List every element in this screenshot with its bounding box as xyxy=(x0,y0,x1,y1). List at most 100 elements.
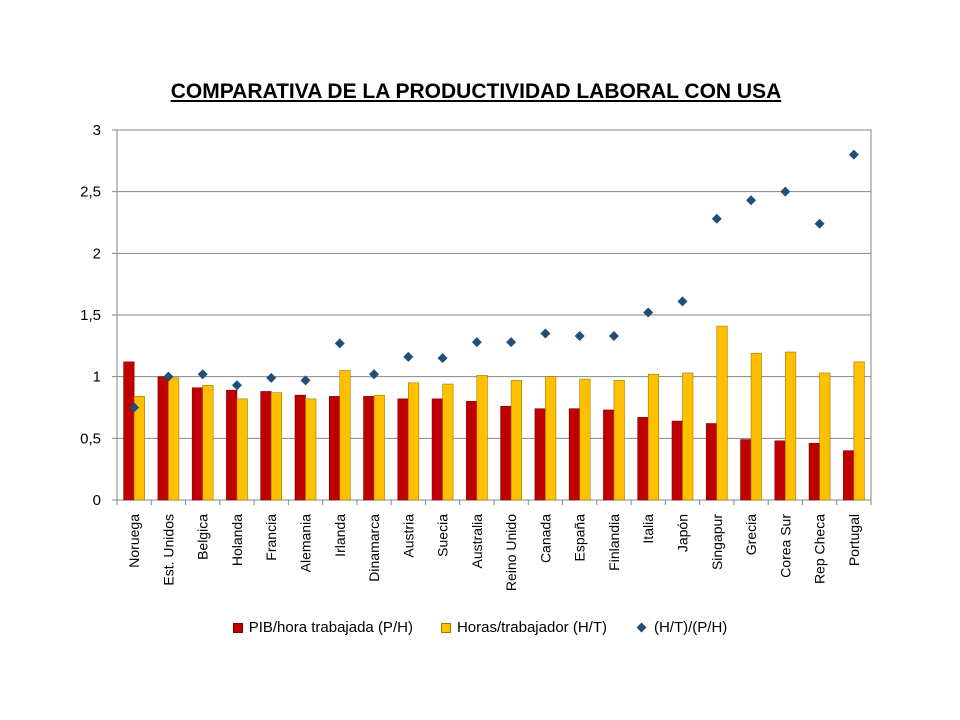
category-label: Reino Unido xyxy=(503,514,519,591)
ratio-marker xyxy=(711,213,722,224)
ratio-marker xyxy=(780,186,791,197)
legend-diamond-icon xyxy=(636,622,647,633)
y-tick-label: 0,5 xyxy=(80,430,101,447)
bar-ph xyxy=(328,396,341,501)
bar-ht xyxy=(682,372,694,501)
bar-ph xyxy=(157,376,169,501)
bar-ph xyxy=(294,394,306,501)
bar-ht xyxy=(545,376,557,501)
legend-item-ratio: (H/T)/(P/H) xyxy=(635,619,727,636)
category-label: Dinamarca xyxy=(366,514,382,582)
ratio-marker xyxy=(848,149,859,160)
axes xyxy=(112,129,872,505)
category-label: Noruega xyxy=(126,514,142,568)
bar-ht xyxy=(133,396,145,501)
bar-ph xyxy=(740,439,752,501)
bar-ph xyxy=(774,440,786,501)
ratio-marker xyxy=(437,353,448,364)
y-tick-label: 1 xyxy=(93,369,101,386)
bar-ph xyxy=(363,396,375,501)
bar-ph xyxy=(568,408,580,501)
category-label: Est. Unidos xyxy=(160,514,176,586)
bar-ht xyxy=(339,370,351,501)
bar-ph xyxy=(603,409,615,501)
chart-title: COMPARATIVA DE LA PRODUCTIVIDAD LABORAL … xyxy=(170,80,782,103)
y-tick-label: 3 xyxy=(93,122,101,139)
bar-series xyxy=(123,325,865,501)
bar-ht xyxy=(202,384,214,501)
bar-ht xyxy=(750,352,762,501)
category-label: España xyxy=(572,514,588,562)
category-label: Portugal xyxy=(846,514,862,566)
legend-item-ht: Horas/trabajador (H/T) xyxy=(440,619,607,636)
bar-ht xyxy=(647,373,660,501)
bar-ph xyxy=(431,398,443,501)
bar-ht xyxy=(819,372,831,501)
category-label: Irlanda xyxy=(332,514,348,557)
ratio-marker xyxy=(334,338,345,349)
bar-ht xyxy=(373,394,385,501)
category-label: Austria xyxy=(400,514,416,558)
bar-ht xyxy=(716,325,728,501)
bar-ph xyxy=(123,361,135,501)
ratio-marker xyxy=(266,372,277,383)
bar-ht xyxy=(236,398,248,501)
bar-ht xyxy=(442,383,454,501)
bar-ph xyxy=(500,405,512,501)
bar-ht xyxy=(476,375,488,501)
ratio-marker xyxy=(163,371,174,382)
bar-ph xyxy=(260,391,272,501)
ratio-marker xyxy=(403,351,414,362)
bar-ph xyxy=(671,420,683,501)
ratio-markers xyxy=(129,149,859,413)
ratio-marker xyxy=(574,330,585,341)
ratio-marker xyxy=(540,328,551,339)
category-label: Corea Sur xyxy=(777,514,793,578)
category-label: Italia xyxy=(640,514,656,544)
legend-label-ht: Horas/trabajador (H/T) xyxy=(456,619,607,636)
category-label: Suecia xyxy=(435,514,451,557)
legend-label-ratio: (H/T)/(P/H) xyxy=(653,619,728,636)
category-label: Holanda xyxy=(229,514,245,566)
ratio-marker xyxy=(643,307,654,318)
bar-ht xyxy=(579,378,591,501)
bar-ph xyxy=(226,389,238,501)
bar-ph xyxy=(705,423,718,501)
axis-labels: 0 0,5 1 1,5 2 2,5 3 Noruega Est. Unidos Belgica Ho… xyxy=(80,122,862,591)
bar-ph xyxy=(637,417,649,501)
legend: PIB/hora trabajada (P/H) Horas/trabajado… xyxy=(0,619,960,636)
bar-ph xyxy=(808,442,820,501)
category-label: Alemania xyxy=(298,514,314,573)
ratio-marker xyxy=(506,337,517,348)
legend-label-ph: PIB/hora trabajada (P/H) xyxy=(248,619,413,636)
ratio-marker xyxy=(471,337,482,348)
bar-ph xyxy=(191,387,203,501)
category-label: Rep Checa xyxy=(812,514,828,584)
category-label: Grecia xyxy=(743,514,759,555)
ratio-marker xyxy=(197,369,208,380)
bar-ht xyxy=(270,392,283,501)
category-label: Japón xyxy=(675,514,691,552)
category-label: Canada xyxy=(537,514,553,563)
bar-ht xyxy=(408,382,420,501)
legend-item-ph: PIB/hora trabajada (P/H) xyxy=(232,619,413,636)
bar-ph xyxy=(397,398,409,501)
bar-ht xyxy=(305,398,317,501)
ratio-marker xyxy=(814,218,825,229)
category-label: Belgica xyxy=(195,514,211,560)
ratio-marker xyxy=(746,195,757,206)
y-tick-label: 1,5 xyxy=(80,307,101,324)
category-label: Singapur xyxy=(709,514,725,570)
ratio-marker xyxy=(677,296,688,307)
bar-ht xyxy=(510,380,522,501)
ratio-marker xyxy=(369,369,380,380)
category-label: Australia xyxy=(469,514,485,569)
y-tick-label: 2 xyxy=(93,245,101,262)
category-label: Francia xyxy=(263,514,279,561)
legend-swatch-ht xyxy=(440,622,451,633)
bar-ph xyxy=(466,401,478,501)
bar-ht xyxy=(785,351,797,501)
y-tick-label: 2,5 xyxy=(80,184,101,201)
